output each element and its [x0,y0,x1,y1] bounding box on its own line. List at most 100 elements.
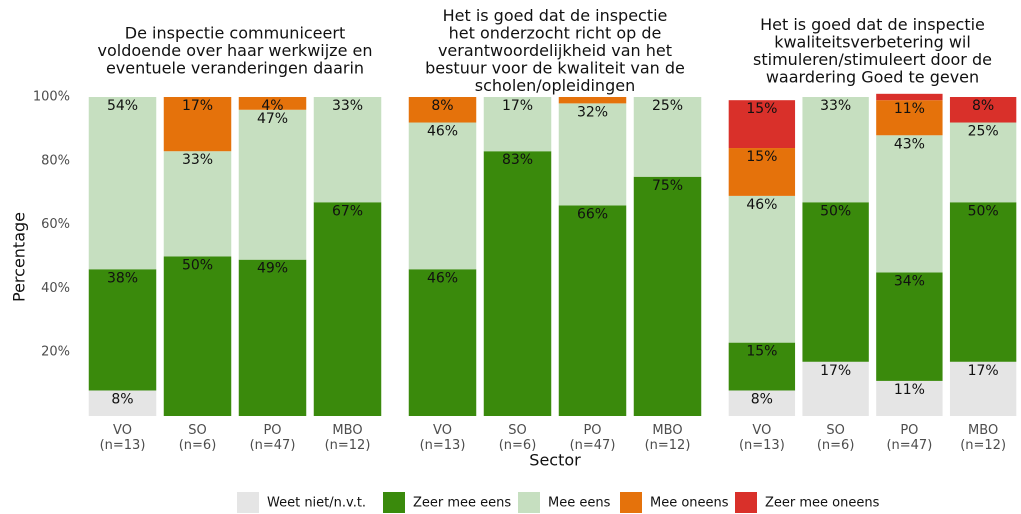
legend-swatch [383,492,405,513]
data-label: 50% [182,258,213,274]
x-tick-label: PO (n=47) [886,423,932,453]
legend-swatch [735,492,757,513]
bar-segment [876,380,943,416]
y-tick-label: 40% [41,281,70,296]
data-label: 11% [894,382,925,398]
legend-label: Weet niet/n.v.t. [267,496,366,511]
data-label: 33% [820,98,851,114]
bar-segment [802,202,869,362]
bar-segment [483,97,552,152]
y-axis-title: Percentage [10,212,29,302]
legend-swatch [518,492,540,513]
data-label: 33% [332,98,363,114]
data-label: 50% [968,203,999,219]
bar-segment [558,97,627,104]
bar-segment [88,269,157,391]
bar-segment [728,148,796,196]
panel-title: Het is goed dat de inspectie het onderzoc… [425,6,685,95]
data-label: 11% [894,101,925,117]
data-label: 8% [972,98,994,114]
y-tick-label: 20% [41,345,70,360]
bar-segment [163,151,232,257]
data-label: 46% [427,124,458,140]
bar-segment [633,97,702,177]
bar-segment [633,176,702,416]
bar-segment [238,109,307,260]
bar-segment [949,361,1017,416]
data-label: 25% [968,124,999,140]
x-tick-label: MBO (n=12) [960,423,1006,453]
data-label: 17% [182,98,213,114]
data-label: 46% [427,270,458,286]
data-label: 17% [968,363,999,379]
bar-segment [728,195,796,343]
bar-segment [949,97,1017,123]
x-tick-label: VO (n=13) [420,423,466,453]
y-tick-label: 100% [33,90,70,105]
data-label: 4% [261,98,283,114]
legend-label: Zeer mee eens [413,496,511,511]
x-tick-label: VO (n=13) [739,423,785,453]
x-tick-label: MBO (n=12) [325,423,371,453]
bar-segment [163,97,232,152]
legend-swatch [620,492,642,513]
bar-segment [949,202,1017,362]
bar-segment [876,135,943,273]
x-tick-label: SO (n=6) [817,423,855,453]
data-label: 34% [894,273,925,289]
bar-segment [88,390,157,416]
x-tick-label: PO (n=47) [250,423,296,453]
data-label: 43% [894,136,925,152]
data-label: 8% [111,391,133,407]
data-label: 15% [746,344,777,360]
data-label: 8% [751,391,773,407]
x-axis-title: Sector [529,451,581,470]
data-label: 49% [257,261,288,277]
data-label: 8% [431,98,453,114]
data-label: 54% [107,98,138,114]
bar-segment [88,97,157,270]
data-label: 15% [746,101,777,117]
bar-segment [558,205,627,416]
x-tick-label: SO (n=6) [499,423,537,453]
bar-segment [802,97,869,203]
legend-swatch [237,492,259,513]
data-label: 66% [577,206,608,222]
data-label: 17% [502,98,533,114]
data-label: 32% [577,104,608,120]
y-tick-label: 60% [41,217,70,232]
bar-segment [313,202,382,416]
x-tick-label: PO (n=47) [570,423,616,453]
bar-segment [802,361,869,416]
data-label: 47% [257,111,288,127]
data-label: 50% [820,203,851,219]
bar-segment [728,390,796,416]
panel-title: Het is goed dat de inspectie kwaliteitsve… [753,14,992,86]
legend-label: Mee oneens [650,496,729,511]
bar-segment [558,103,627,206]
bar-segment [313,97,382,203]
bar-segment [408,97,477,123]
bar-segment [876,93,943,101]
x-tick-label: VO (n=13) [100,423,146,453]
panel-title: De inspectie communiceert voldoende over … [98,23,373,77]
bar-segment [238,97,307,110]
data-label: 46% [746,197,777,213]
data-label: 75% [652,178,683,194]
data-label: 25% [652,98,683,114]
bar-segment [876,272,943,381]
data-label: 83% [502,152,533,168]
data-label: 33% [182,152,213,168]
bar-segment [728,100,796,149]
bar-segment [949,122,1017,203]
bar-segment [876,100,943,136]
bar-segment [483,151,552,417]
data-label: 15% [746,149,777,165]
bar-segment [238,259,307,416]
data-label: 17% [820,363,851,379]
bar-segment [163,256,232,416]
x-tick-label: MBO (n=12) [645,423,691,453]
legend-label: Zeer mee oneens [765,496,880,511]
bar-segment [408,269,477,416]
